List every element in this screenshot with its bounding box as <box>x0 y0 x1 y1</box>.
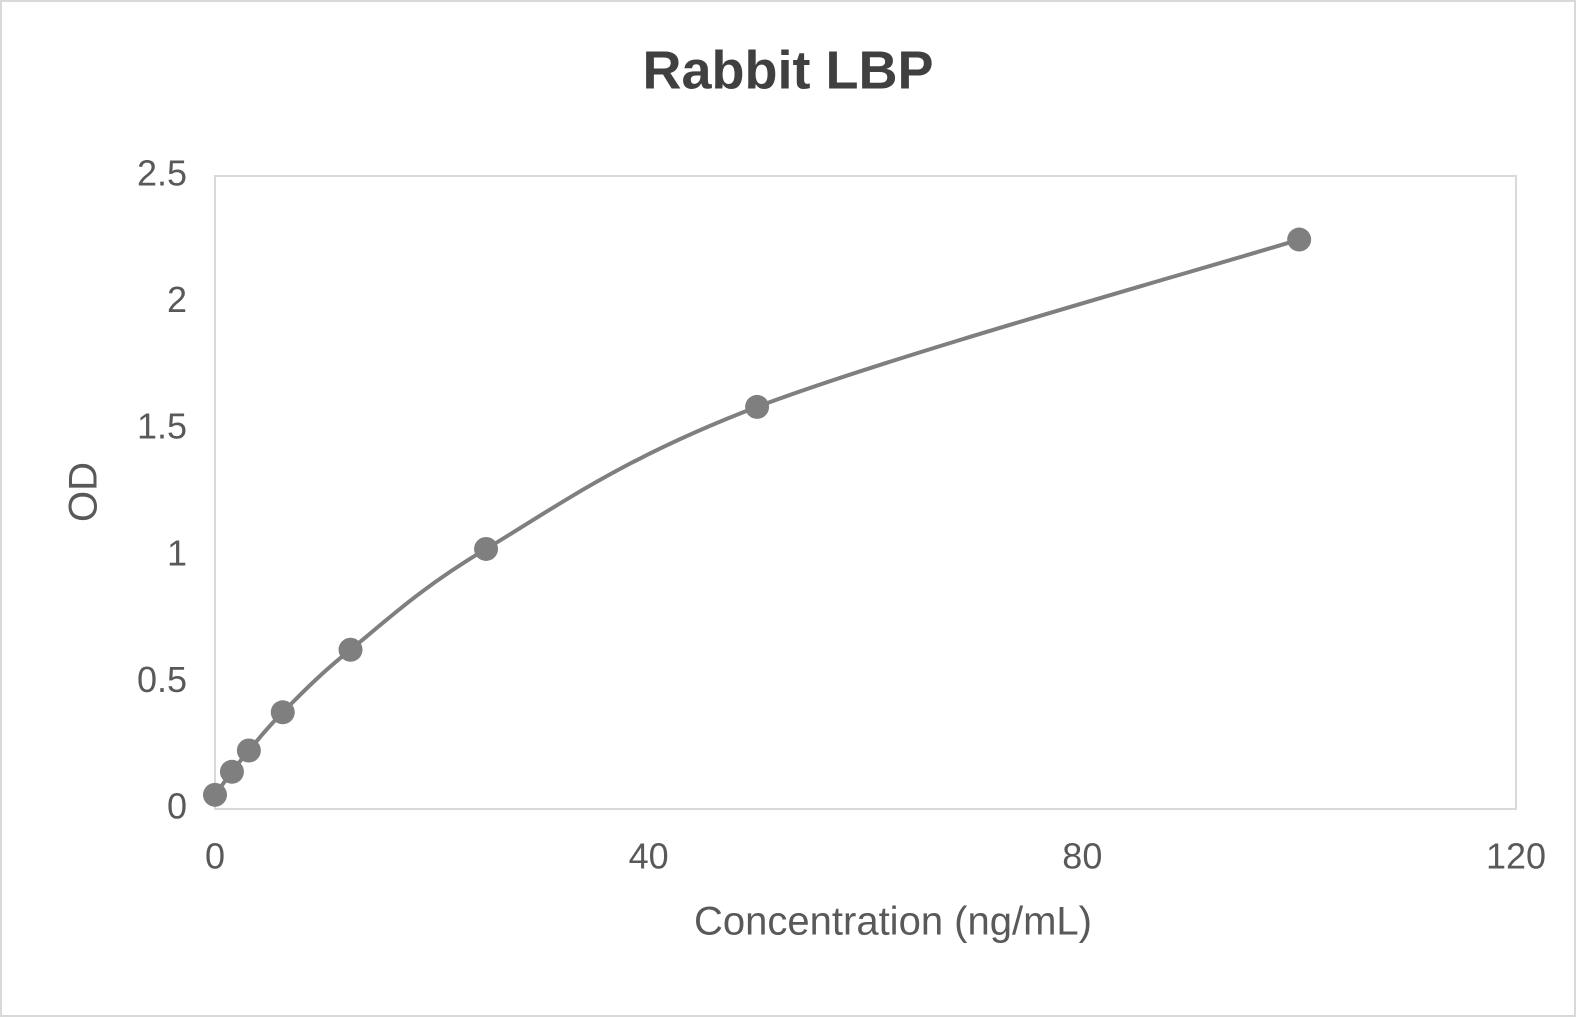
data-point <box>219 759 244 784</box>
x-tick-label: 40 <box>629 836 669 877</box>
data-point <box>236 738 261 763</box>
data-point <box>1287 227 1312 252</box>
data-point <box>270 700 295 725</box>
data-point <box>745 394 770 419</box>
y-tick-label: 1.5 <box>137 406 187 447</box>
x-tick-label: 80 <box>1062 836 1102 877</box>
y-tick-label: 2.5 <box>137 153 187 194</box>
y-tick-label: 0 <box>167 786 187 827</box>
chart-title: Rabbit LBP <box>643 40 934 100</box>
data-point <box>203 782 227 807</box>
x-tick-label: 120 <box>1486 836 1546 877</box>
plot-area <box>214 175 1517 810</box>
y-axis-label: OD <box>62 462 106 522</box>
x-axis-label: Concentration (ng/mL) <box>694 900 1092 944</box>
x-tick-label: 0 <box>205 836 225 877</box>
y-tick-label: 2 <box>167 279 187 320</box>
data-point <box>474 536 499 561</box>
y-tick-label: 0.5 <box>137 659 187 700</box>
data-point <box>338 637 363 662</box>
y-tick-label: 1 <box>167 532 187 573</box>
